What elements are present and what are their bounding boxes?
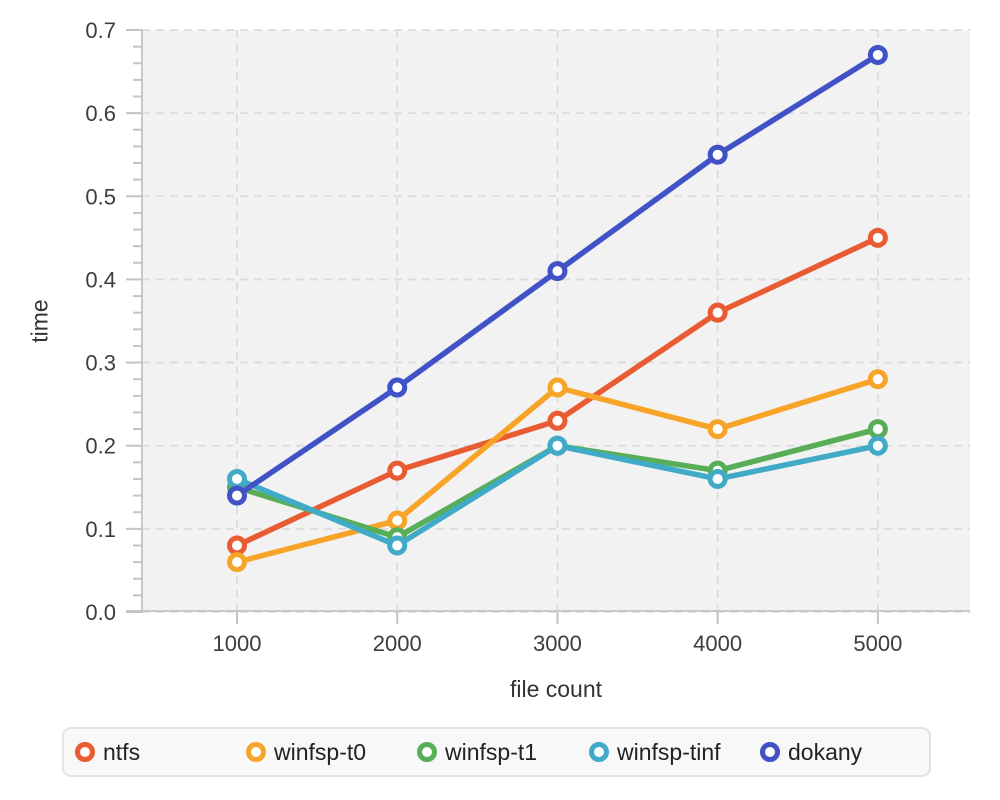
legend-label: dokany — [788, 738, 863, 765]
data-point-dokany — [707, 144, 728, 165]
x-tick-label: 3000 — [533, 631, 582, 656]
data-point-ntfs — [387, 460, 408, 481]
legend-item-dokany: dokany — [760, 729, 862, 775]
data-point-dokany — [547, 261, 568, 282]
x-tick-label: 2000 — [373, 631, 422, 656]
data-point-winfsp-t0 — [227, 552, 248, 573]
data-point-winfsp-t1 — [867, 419, 888, 440]
plot-area — [142, 30, 970, 612]
legend-label: ntfs — [103, 738, 141, 765]
y-tick-label: 0.4 — [85, 267, 116, 292]
data-point-winfsp-t0 — [867, 369, 888, 390]
legend-item-winfsp-t0: winfsp-t0 — [246, 729, 366, 775]
data-point-ntfs — [227, 535, 248, 556]
y-tick-label: 0.6 — [85, 101, 116, 126]
legend: ntfs winfsp-t0 winfsp-t1 winfsp-tinf dokany — [62, 727, 931, 777]
y-tick-label: 0.5 — [85, 184, 116, 209]
y-tick-label: 0.0 — [85, 600, 116, 625]
data-point-ntfs — [707, 302, 728, 323]
y-tick-label: 0.1 — [85, 517, 116, 542]
data-point-dokany — [387, 377, 408, 398]
legend-ring-icon — [589, 742, 609, 762]
x-axis-title: file count — [509, 676, 603, 702]
y-tick-label: 0.3 — [85, 351, 116, 376]
data-point-winfsp-tinf — [387, 535, 408, 556]
legend-label: winfsp-t1 — [445, 738, 538, 765]
data-point-dokany — [867, 44, 888, 65]
y-axis-title: time — [26, 299, 53, 343]
x-tick-label: 5000 — [853, 631, 902, 656]
data-point-ntfs — [547, 410, 568, 431]
data-point-winfsp-t0 — [547, 377, 568, 398]
x-tick-label: 1000 — [213, 631, 262, 656]
legend-label: winfsp-tinf — [617, 738, 721, 765]
data-point-winfsp-tinf — [867, 435, 888, 456]
legend-item-winfsp-tinf: winfsp-tinf — [589, 729, 721, 775]
data-point-winfsp-tinf — [547, 435, 568, 456]
data-point-dokany — [227, 485, 248, 506]
legend-item-ntfs: ntfs — [75, 729, 140, 775]
legend-ring-icon — [75, 742, 95, 762]
x-tick-label: 4000 — [693, 631, 742, 656]
y-tick-label: 0.7 — [85, 18, 116, 43]
data-point-winfsp-t0 — [707, 419, 728, 440]
legend-ring-icon — [246, 742, 266, 762]
line-chart-canvas: 0.0 0.1 0.2 0.3 0.4 0.5 0.6 0.7 1000 2000 3000 4000… — [85, 18, 970, 656]
legend-ring-icon — [760, 742, 780, 762]
legend-item-winfsp-t1: winfsp-t1 — [417, 729, 537, 775]
data-point-winfsp-tinf — [707, 468, 728, 489]
data-point-ntfs — [867, 227, 888, 248]
y-tick-label: 0.2 — [85, 434, 116, 459]
legend-label: winfsp-t0 — [274, 738, 367, 765]
data-point-winfsp-t0 — [387, 510, 408, 531]
legend-ring-icon — [417, 742, 437, 762]
data-point-winfsp-tinf — [227, 468, 248, 489]
